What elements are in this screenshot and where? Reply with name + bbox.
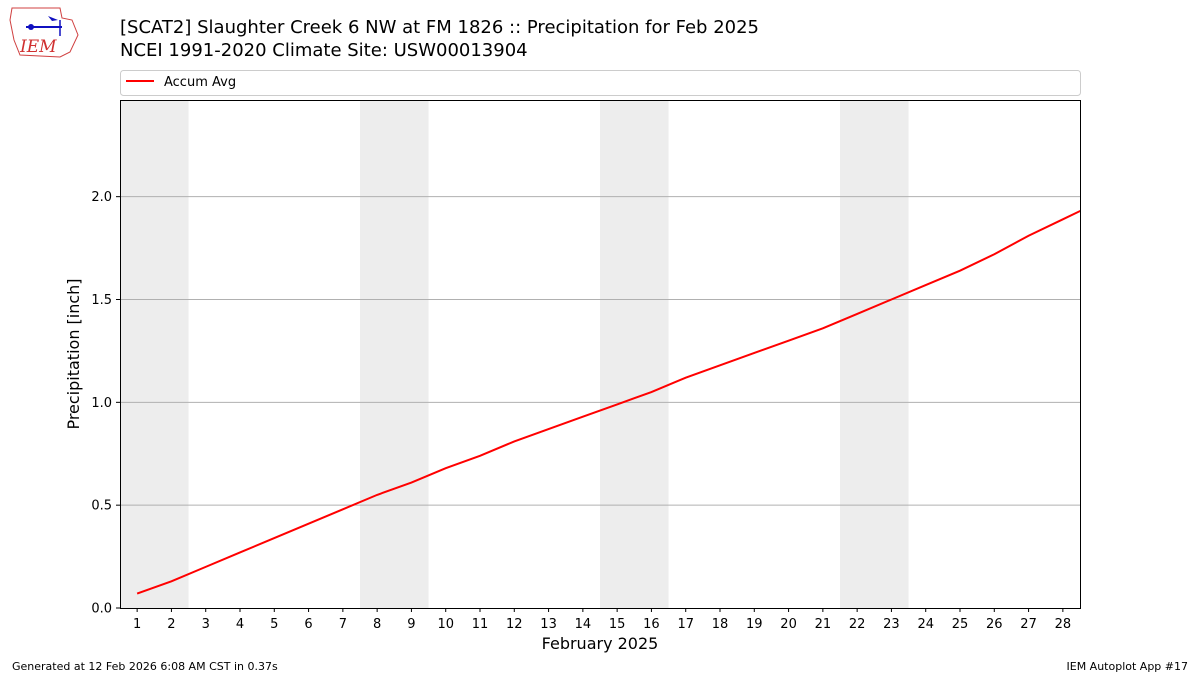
x-tick-label: 13 [540,617,557,632]
chart-title: [SCAT2] Slaughter Creek 6 NW at FM 1826 … [120,17,759,38]
x-tick-label: 6 [304,617,312,632]
weekend-shade [600,100,669,608]
y-tick-label: 2.0 [91,190,112,205]
x-tick-label: 15 [609,617,626,632]
weekend-shade [120,100,189,608]
x-tick-label: 21 [815,617,832,632]
x-tick-label: 3 [202,617,210,632]
x-tick-label: 24 [917,617,934,632]
x-tick-label: 17 [677,617,694,632]
legend: Accum Avg [120,70,1081,96]
weekend-shade [360,100,429,608]
x-tick-label: 9 [407,617,415,632]
x-tick-label: 7 [339,617,347,632]
x-tick-label: 25 [952,617,969,632]
weekend-shade [840,100,909,608]
x-tick-label: 26 [986,617,1003,632]
generated-timestamp: Generated at 12 Feb 2026 6:08 AM CST in … [12,660,278,673]
app-label: IEM Autoplot App #17 [1066,660,1189,673]
x-axis-label: February 2025 [542,634,659,653]
legend-label: Accum Avg [164,75,236,90]
x-tick-label: 27 [1020,617,1037,632]
y-tick-label: 1.0 [91,396,112,411]
x-tick-label: 28 [1055,617,1072,632]
y-axis-label: Precipitation [inch] [64,278,83,429]
x-tick-label: 12 [506,617,523,632]
chart-subtitle: NCEI 1991-2020 Climate Site: USW00013904 [120,40,528,61]
x-tick-label: 22 [849,617,866,632]
x-tick-label: 4 [236,617,244,632]
x-tick-label: 23 [883,617,900,632]
y-tick-label: 1.5 [91,293,112,308]
iem-logo: IEM [9,7,79,58]
plot-frame [120,100,1081,609]
x-tick-label: 2 [167,617,175,632]
x-tick-label: 1 [133,617,141,632]
x-tick-label: 16 [643,617,660,632]
svg-text:IEM: IEM [19,37,57,57]
x-tick-label: 20 [780,617,797,632]
x-tick-label: 8 [373,617,381,632]
x-tick-label: 10 [437,617,454,632]
y-tick-label: 0.5 [91,499,112,514]
y-tick-label: 0.0 [91,602,112,617]
x-tick-label: 19 [746,617,763,632]
x-tick-label: 11 [472,617,489,632]
x-tick-label: 14 [575,617,592,632]
x-tick-label: 18 [712,617,729,632]
x-tick-label: 5 [270,617,278,632]
